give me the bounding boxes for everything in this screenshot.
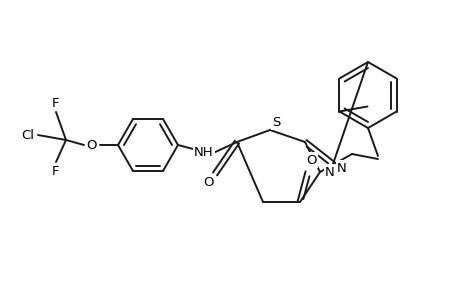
Text: O: O <box>203 176 214 188</box>
Text: O: O <box>87 139 97 152</box>
Text: N: N <box>325 166 334 178</box>
Text: F: F <box>52 164 60 178</box>
Text: O: O <box>306 154 317 166</box>
Text: Cl: Cl <box>22 128 34 142</box>
Text: F: F <box>52 97 60 110</box>
Text: N: N <box>336 161 346 175</box>
Text: S: S <box>271 116 280 128</box>
Text: NH: NH <box>194 146 213 158</box>
